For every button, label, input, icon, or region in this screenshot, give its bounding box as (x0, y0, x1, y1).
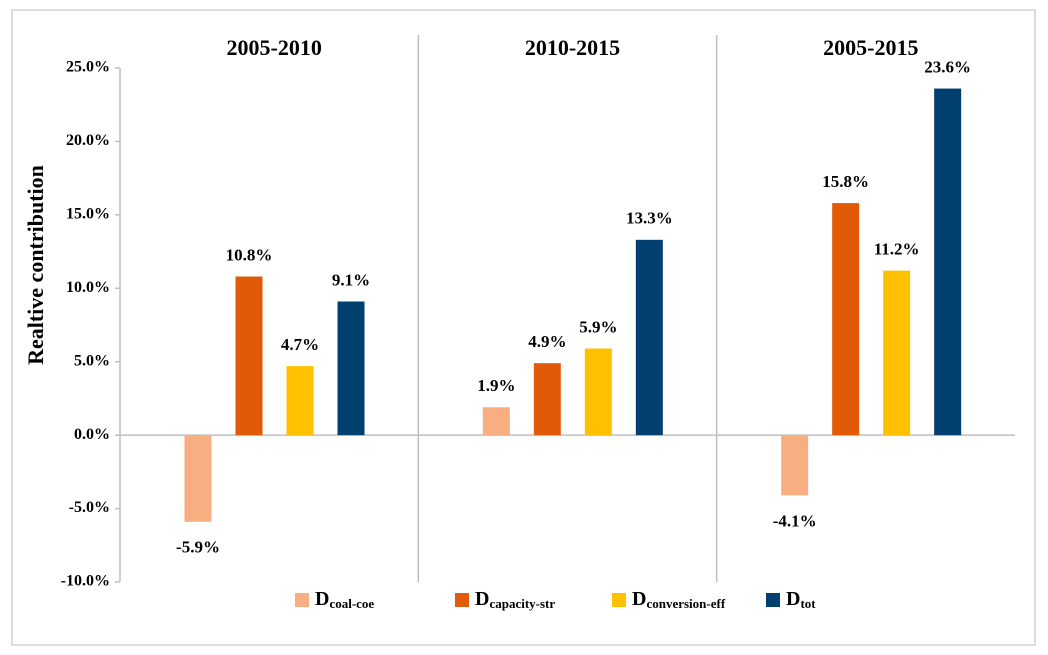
data-label: 13.3% (626, 209, 673, 228)
y-axis-title: Realtive contribution (23, 165, 48, 365)
legend-main: D (632, 588, 646, 610)
y-tick-label: -10.0% (61, 573, 110, 590)
legend-label: Dcoal-coe (315, 588, 374, 611)
legend-label: Dtot (786, 588, 816, 611)
bar (482, 407, 510, 436)
y-tick-label: 10.0% (66, 279, 110, 296)
bar (781, 435, 809, 496)
data-label: 23.6% (924, 57, 971, 76)
data-label: 11.2% (874, 240, 920, 259)
bar (883, 270, 911, 436)
data-label: 9.1% (332, 270, 370, 289)
legend-main: D (786, 588, 800, 610)
legend-label: Dcapacity-str (475, 588, 555, 611)
legend-main: D (475, 588, 489, 610)
y-tick-label: 15.0% (66, 206, 110, 223)
bar (832, 203, 860, 436)
y-tick-label: 20.0% (66, 132, 110, 149)
frame (11, 9, 1036, 646)
y-tick-label: 25.0% (66, 59, 110, 76)
group-title: 2010-2015 (525, 35, 620, 60)
y-tick-label: -5.0% (69, 499, 110, 516)
bar (934, 88, 962, 436)
legend-sub: tot (800, 596, 816, 611)
y-tick-label: 5.0% (74, 352, 110, 369)
legend-swatch (295, 593, 309, 607)
data-label: 4.9% (528, 332, 566, 351)
group-title: 2005-2010 (227, 35, 322, 60)
bar (184, 435, 212, 522)
data-label: 15.8% (822, 172, 869, 191)
legend-sub: coal-coe (329, 596, 374, 611)
data-label: 5.9% (579, 317, 617, 336)
bar (584, 348, 612, 436)
data-label: -4.1% (773, 511, 817, 530)
bar (235, 276, 263, 436)
legend-label: Dconversion-eff (632, 588, 726, 611)
y-tick-label: 0.0% (74, 426, 110, 443)
data-label: 10.8% (226, 245, 273, 264)
data-label: -5.9% (176, 538, 220, 557)
bar (533, 363, 561, 436)
legend-swatch (455, 593, 469, 607)
data-label: 1.9% (477, 376, 515, 395)
group-title: 2005-2015 (823, 35, 918, 60)
legend-main: D (315, 588, 329, 610)
bar (337, 301, 365, 436)
legend-swatch (766, 593, 780, 607)
legend-sub: conversion-eff (646, 596, 725, 611)
bar (286, 366, 314, 436)
legend-sub: capacity-str (489, 596, 555, 611)
legend-swatch (612, 593, 626, 607)
data-label: 4.7% (281, 335, 319, 354)
bar (635, 239, 663, 436)
